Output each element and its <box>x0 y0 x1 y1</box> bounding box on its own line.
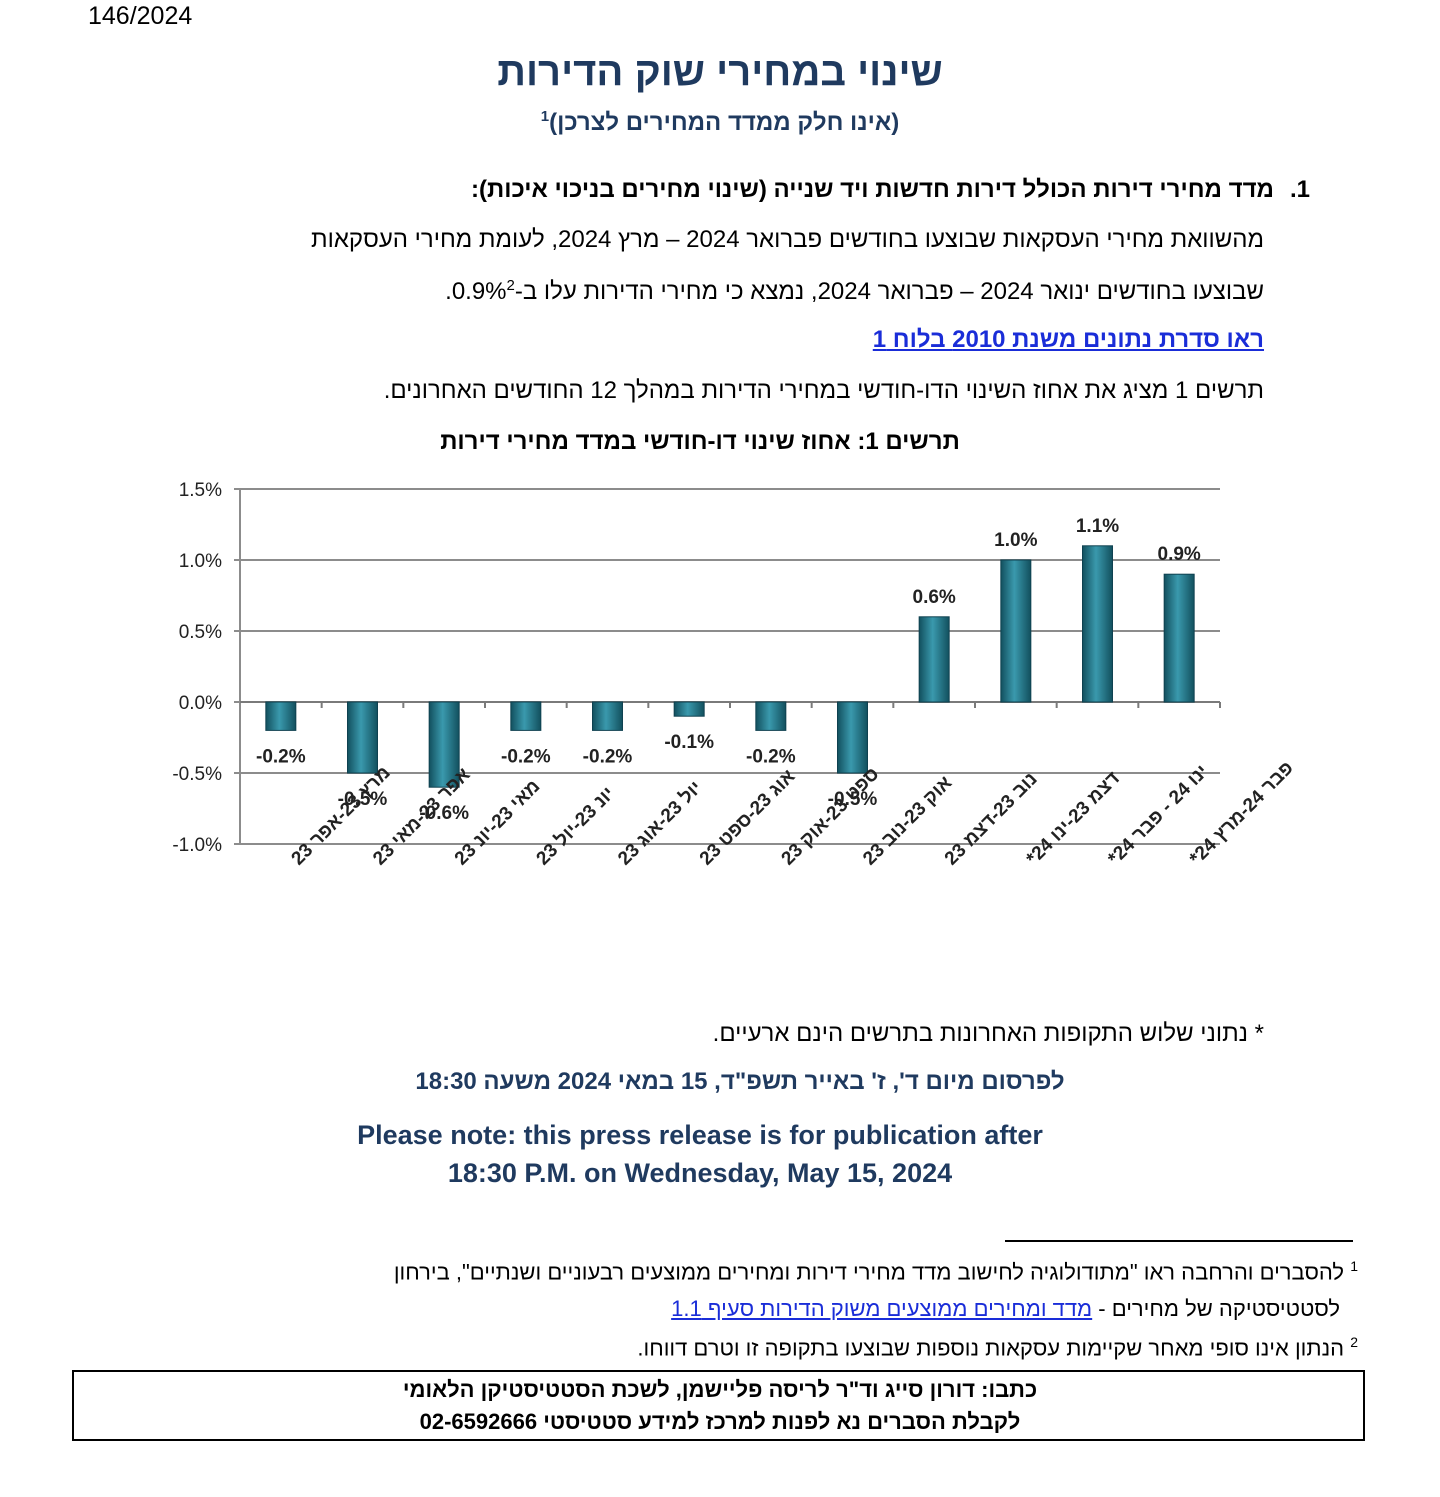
page-subtitle: (אינו חלק ממדד המחירים לצרכן)1 <box>0 108 1440 137</box>
bar <box>265 701 297 731</box>
footnote-separator <box>1005 1240 1353 1242</box>
data-label: 1.1% <box>1076 516 1119 537</box>
data-label: -0.6% <box>419 803 469 824</box>
document-number: 146/2024 <box>88 2 193 30</box>
bar <box>755 701 787 731</box>
data-series-link[interactable]: ראו סדרת נתונים משנת 2010 בלוח 1 <box>872 326 1264 353</box>
chart-data-labels: -0.2% -0.5% -0.6% -0.2% -0.2% -0.1% -0.2% -0.5%… <box>256 516 1201 824</box>
bar <box>673 701 705 717</box>
chart-intro-text: תרשים 1 מציג את אחוז השינוי הדו-חודשי במ… <box>383 377 1264 404</box>
data-label: -0.2% <box>746 746 796 767</box>
y-tick-label: 0.0% <box>179 693 222 714</box>
bar <box>1082 545 1113 703</box>
chart-title: תרשים 1: אחוז שינוי דו-חודשי במדד מחירי … <box>440 428 960 455</box>
subtitle-footnote-marker: 1 <box>540 108 550 125</box>
footnote-1-text: להסברים והרחבה ראו "מתודולוגיה לחישוב מד… <box>393 1259 1345 1285</box>
bar <box>510 701 542 731</box>
data-label: 1.0% <box>994 530 1037 551</box>
footnote-1-line-2: לסטטיסטיקה של מחירים - מדד ומחירים ממוצע… <box>671 1296 1340 1322</box>
data-label: -0.2% <box>501 746 551 767</box>
footnote-1-line-2-text: לסטטיסטיקה של מחירים - <box>1092 1296 1340 1321</box>
y-tick-label: 1.0% <box>179 551 222 572</box>
contact-authors: כתבו: דורון סייג וד"ר לריסה פליישמן, לשכ… <box>402 1377 1038 1402</box>
bar <box>347 701 378 774</box>
paragraph-line-1: מהשוואת מחירי העסקאות שבוצעו בחודשים פבר… <box>311 226 1264 253</box>
data-label: -0.5% <box>338 789 388 810</box>
bar <box>918 616 950 703</box>
footnote-2: 2 הנתון אינו סופי מאחר שקיימות עסקאות נו… <box>637 1334 1358 1361</box>
subtitle-text: (אינו חלק ממדד המחירים לצרכן) <box>549 109 900 136</box>
section-heading: 1. מדד מחירי דירות הכולל דירות חדשות ויד … <box>471 176 1310 204</box>
footnote-1: 1 להסברים והרחבה ראו "מתודולוגיה לחישוב … <box>394 1258 1358 1285</box>
chart-axes <box>234 488 1221 845</box>
data-label: -0.5% <box>828 789 878 810</box>
chart-bars <box>265 545 1195 788</box>
data-label: -0.2% <box>583 746 633 767</box>
bar <box>837 701 868 774</box>
y-tick-label: 0.5% <box>179 622 222 643</box>
y-tick-label: -1.0% <box>172 835 222 856</box>
bar <box>1000 559 1032 703</box>
paragraph-line-2: שבוצעו בחודשים ינואר 2024 – פברואר 2024,… <box>445 277 1264 306</box>
release-note-english-line-2: 18:30 P.M. on Wednesday, May 15, 2024 <box>447 1158 953 1188</box>
x-tick-label: יול 23-אוג 23 <box>614 777 706 869</box>
data-label: -0.1% <box>664 732 714 753</box>
section-heading-text: מדד מחירי דירות הכולל דירות חדשות ויד שנ… <box>471 176 1274 203</box>
average-prices-link[interactable]: מדד ומחירים ממוצעים משוק הדירות סעיף 1.1 <box>671 1296 1093 1321</box>
chart-y-tick-labels: 1.5% 1.0% 0.5% 0.0% -0.5% -1.0% <box>172 480 222 856</box>
bar-chart: -0.2% -0.5% -0.6% -0.2% -0.2% -0.1% -0.2% -0.5%… <box>172 480 1297 870</box>
contact-box <box>72 1370 1365 1441</box>
y-tick-label: 1.5% <box>179 480 222 501</box>
paragraph-line-2-text: שבוצעו בחודשים ינואר 2024 – פברואר 2024,… <box>451 278 1264 305</box>
chart-footnote: * נתוני שלוש התקופות האחרונות בתרשים הינ… <box>712 1020 1264 1047</box>
bar <box>1163 573 1195 703</box>
bar <box>428 701 460 788</box>
footnote-1-marker: 1 <box>1350 1258 1358 1274</box>
footnote-2-text: הנתון אינו סופי מאחר שקיימות עסקאות נוספ… <box>637 1335 1345 1361</box>
footnote-2-marker: 2 <box>1350 1334 1358 1350</box>
data-label: -0.2% <box>256 746 306 767</box>
x-tick-label: יונ 23-יול 23 <box>533 783 619 869</box>
data-label: 0.6% <box>913 587 956 608</box>
section-number: 1. <box>1289 176 1310 203</box>
paragraph-line-2-end: . <box>445 278 452 305</box>
release-time-hebrew: לפרסום מיום ד', ז' באייר תשפ"ד, 15 במאי … <box>415 1068 1065 1095</box>
bar <box>592 701 623 731</box>
release-note-english-line-1: Please note: this press release is for p… <box>357 1120 1043 1150</box>
contact-info-center: לקבלת הסברים נא לפנות למרכז למידע סטטיסט… <box>419 1409 1021 1434</box>
y-tick-label: -0.5% <box>172 764 222 785</box>
data-label: 0.9% <box>1158 544 1201 565</box>
page-title: שינוי במחירי שוק הדירות <box>497 50 943 94</box>
paragraph-footnote-marker: 2 <box>506 277 515 294</box>
